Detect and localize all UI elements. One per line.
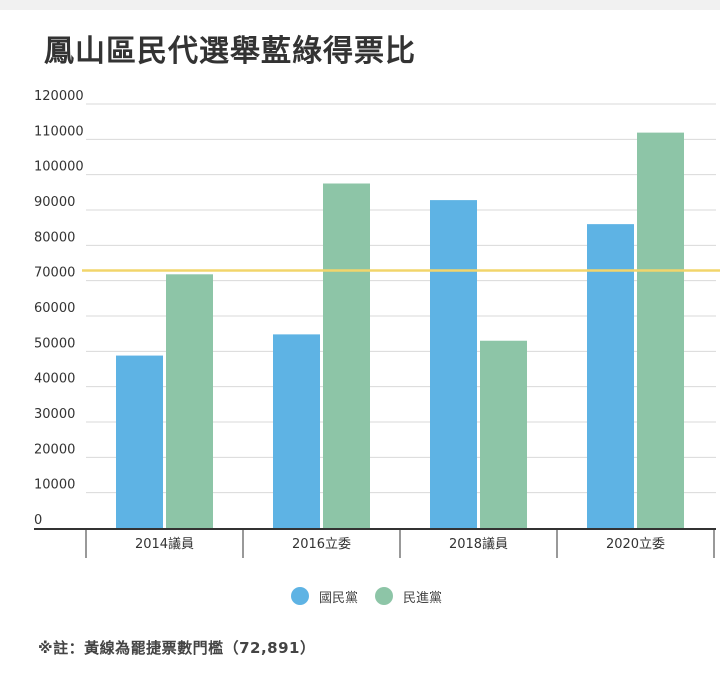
y-tick-label: 120000 xyxy=(34,89,84,104)
bar-kmt xyxy=(116,355,163,528)
top-bar xyxy=(0,0,720,10)
footnote: ※註：黃線為罷捷票數門檻（72,891） xyxy=(38,639,316,657)
legend-dpp-swatch xyxy=(375,587,393,605)
y-tick-label: 20000 xyxy=(34,442,75,457)
legend-kmt-swatch xyxy=(291,587,309,605)
y-tick-label: 80000 xyxy=(34,230,75,245)
bar-dpp xyxy=(480,340,527,528)
y-tick-label: 60000 xyxy=(34,301,75,316)
legend-dpp-label: 民進黨 xyxy=(403,590,443,606)
bar-kmt xyxy=(430,200,477,528)
y-tick-label: 50000 xyxy=(34,336,75,351)
y-tick-label: 30000 xyxy=(34,407,75,422)
bar-dpp xyxy=(637,132,684,528)
y-tick-label: 110000 xyxy=(34,124,84,139)
y-tick-label: 10000 xyxy=(34,478,75,493)
chart-title: 鳳山區民代選舉藍綠得票比 xyxy=(44,34,416,69)
x-tick-label: 2016立委 xyxy=(292,537,351,552)
legend-item-dpp: 民進黨 xyxy=(375,584,442,608)
legend-kmt-label: 國民黨 xyxy=(319,590,359,606)
legend: 國民黨 民進黨 xyxy=(0,584,720,608)
x-tick-label: 2014議員 xyxy=(135,537,194,552)
x-tick-label: 2020立委 xyxy=(606,537,665,552)
y-tick-label: 90000 xyxy=(34,195,75,210)
bar-dpp xyxy=(166,274,213,528)
legend-item-kmt: 國民黨 xyxy=(291,584,358,608)
y-tick-label: 100000 xyxy=(34,160,84,175)
bar-chart: 0 10000 20000 30000 40000 50000 60000 70000 8000… xyxy=(34,89,720,558)
bar-dpp xyxy=(323,183,370,528)
bar-kmt xyxy=(273,334,320,528)
y-tick-label: 40000 xyxy=(34,372,75,387)
bar-kmt xyxy=(587,224,634,528)
y-tick-label: 0 xyxy=(34,513,42,528)
x-tick-label: 2018議員 xyxy=(449,537,508,552)
y-tick-label: 70000 xyxy=(34,266,75,281)
